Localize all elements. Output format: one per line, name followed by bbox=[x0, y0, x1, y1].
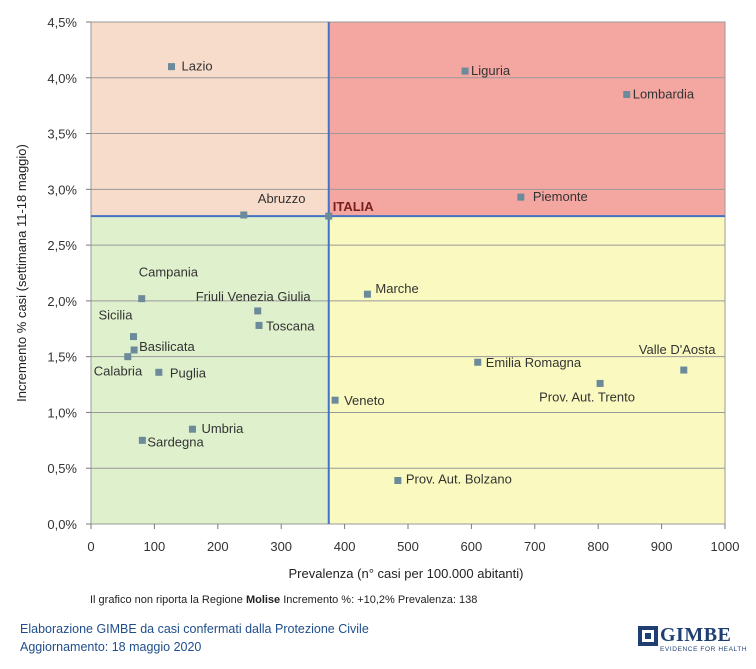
data-point bbox=[680, 366, 688, 374]
quadrant-bottom-right bbox=[328, 216, 725, 524]
x-tick-label: 1000 bbox=[711, 539, 740, 554]
italia-point bbox=[325, 212, 333, 220]
data-point bbox=[331, 396, 339, 404]
note-suffix: Incremento %: +10,2% Prevalenza: 138 bbox=[280, 594, 478, 606]
data-point bbox=[254, 307, 262, 315]
data-point bbox=[461, 67, 469, 75]
y-tick-label: 4,5% bbox=[47, 15, 77, 30]
y-tick-labels: 0,0% 0,5% 1,0% 1,5% 2,0% 2,5% 3,0% 3,5% 4,0% 4,5% bbox=[47, 15, 77, 532]
axes bbox=[86, 21, 726, 529]
y-tick-label: 0,5% bbox=[47, 461, 77, 476]
data-point-label: Valle D'Aosta bbox=[639, 342, 716, 357]
y-tick-label: 1,0% bbox=[47, 405, 77, 420]
quadrant-bottom-left bbox=[91, 216, 329, 524]
data-point bbox=[138, 436, 146, 444]
data-point bbox=[155, 368, 163, 376]
data-point-label: Toscana bbox=[266, 318, 315, 333]
data-point-label: Lombardia bbox=[633, 87, 695, 102]
data-point-label: Prov. Aut. Bolzano bbox=[406, 471, 512, 486]
data-point bbox=[474, 358, 482, 366]
data-point-label: Veneto bbox=[344, 393, 385, 408]
data-point bbox=[138, 295, 146, 303]
logo-word: GIMBE bbox=[660, 624, 732, 646]
point-labels: Lazio Liguria Lombardia Abruzzo Piemonte Camp… bbox=[94, 59, 716, 487]
y-tick-label: 3,5% bbox=[47, 127, 77, 142]
x-tick-label: 200 bbox=[207, 539, 229, 554]
y-tick-label: 3,0% bbox=[47, 182, 77, 197]
data-point bbox=[363, 290, 371, 298]
x-tick-label: 0 bbox=[87, 539, 94, 554]
x-tick-label: 400 bbox=[334, 539, 356, 554]
data-point bbox=[394, 476, 402, 484]
data-point bbox=[129, 333, 137, 341]
data-point-label: Puglia bbox=[170, 365, 207, 380]
data-point-label: Lazio bbox=[182, 59, 213, 74]
data-points bbox=[124, 63, 688, 484]
y-tick-label: 2,5% bbox=[47, 238, 77, 253]
data-point bbox=[517, 193, 525, 201]
data-point-label: Umbria bbox=[201, 421, 244, 436]
data-point-label: Sicilia bbox=[98, 308, 133, 323]
quadrant-top-right bbox=[328, 22, 725, 217]
data-point-label: Emilia Romagna bbox=[486, 355, 582, 370]
data-point-label: Basilicata bbox=[139, 339, 195, 354]
note-prefix: Il grafico non riporta la Regione bbox=[90, 594, 246, 606]
data-point bbox=[240, 211, 248, 219]
y-tick-label: 4,0% bbox=[47, 71, 77, 86]
footer-update: Aggiornamento: 18 maggio 2020 bbox=[20, 640, 202, 654]
gimbe-logo: GIMBE EVIDENCE FOR HEALTH bbox=[638, 624, 748, 658]
y-tick-label: 2,0% bbox=[47, 294, 77, 309]
x-tick-label: 700 bbox=[524, 539, 546, 554]
scatter-chart: 0 100 200 300 400 500 600 700 800 900 1000 0,0% 0,5… bbox=[14, 15, 739, 581]
x-tick-label: 300 bbox=[270, 539, 292, 554]
logo-tagline: EVIDENCE FOR HEALTH bbox=[660, 646, 748, 653]
data-point-label: Abruzzo bbox=[258, 191, 306, 206]
data-point-label: Liguria bbox=[471, 63, 511, 78]
data-point bbox=[255, 321, 263, 329]
data-point-label: Campania bbox=[139, 265, 199, 280]
y-tick-label: 0,0% bbox=[47, 517, 77, 532]
data-point bbox=[188, 425, 196, 433]
data-point bbox=[168, 63, 176, 71]
reference-lines: ITALIA bbox=[91, 22, 725, 524]
data-point-label: Calabria bbox=[94, 364, 143, 379]
data-point-label: Piemonte bbox=[533, 189, 588, 204]
data-point bbox=[596, 379, 604, 387]
data-point bbox=[124, 353, 132, 361]
data-point-label: Friuli Venezia Giulia bbox=[196, 289, 312, 304]
x-tick-label: 100 bbox=[144, 539, 166, 554]
footer-source: Elaborazione GIMBE da casi confermati da… bbox=[20, 622, 369, 636]
x-tick-label: 500 bbox=[397, 539, 419, 554]
quadrant-backgrounds bbox=[91, 22, 725, 524]
y-axis-title: Incremento % casi (settimana 11-18 maggi… bbox=[14, 144, 29, 402]
x-tick-label: 900 bbox=[651, 539, 673, 554]
quadrant-top-left bbox=[91, 22, 329, 217]
x-tick-label: 600 bbox=[461, 539, 483, 554]
data-point-label: Sardegna bbox=[147, 434, 204, 449]
molise-note: Il grafico non riporta la Regione Molise… bbox=[90, 594, 477, 606]
data-point bbox=[623, 91, 631, 99]
data-point bbox=[130, 346, 138, 354]
y-tick-label: 1,5% bbox=[47, 350, 77, 365]
data-point-label: Marche bbox=[375, 281, 418, 296]
x-axis-title: Prevalenza (n° casi per 100.000 abitanti… bbox=[288, 566, 523, 581]
logo-mark-icon bbox=[638, 626, 658, 646]
x-tick-label: 800 bbox=[587, 539, 609, 554]
italia-label: ITALIA bbox=[333, 199, 375, 214]
data-point-label: Prov. Aut. Trento bbox=[539, 389, 635, 404]
x-tick-labels: 0 100 200 300 400 500 600 700 800 900 1000 bbox=[87, 539, 739, 554]
note-region: Molise bbox=[245, 594, 281, 606]
